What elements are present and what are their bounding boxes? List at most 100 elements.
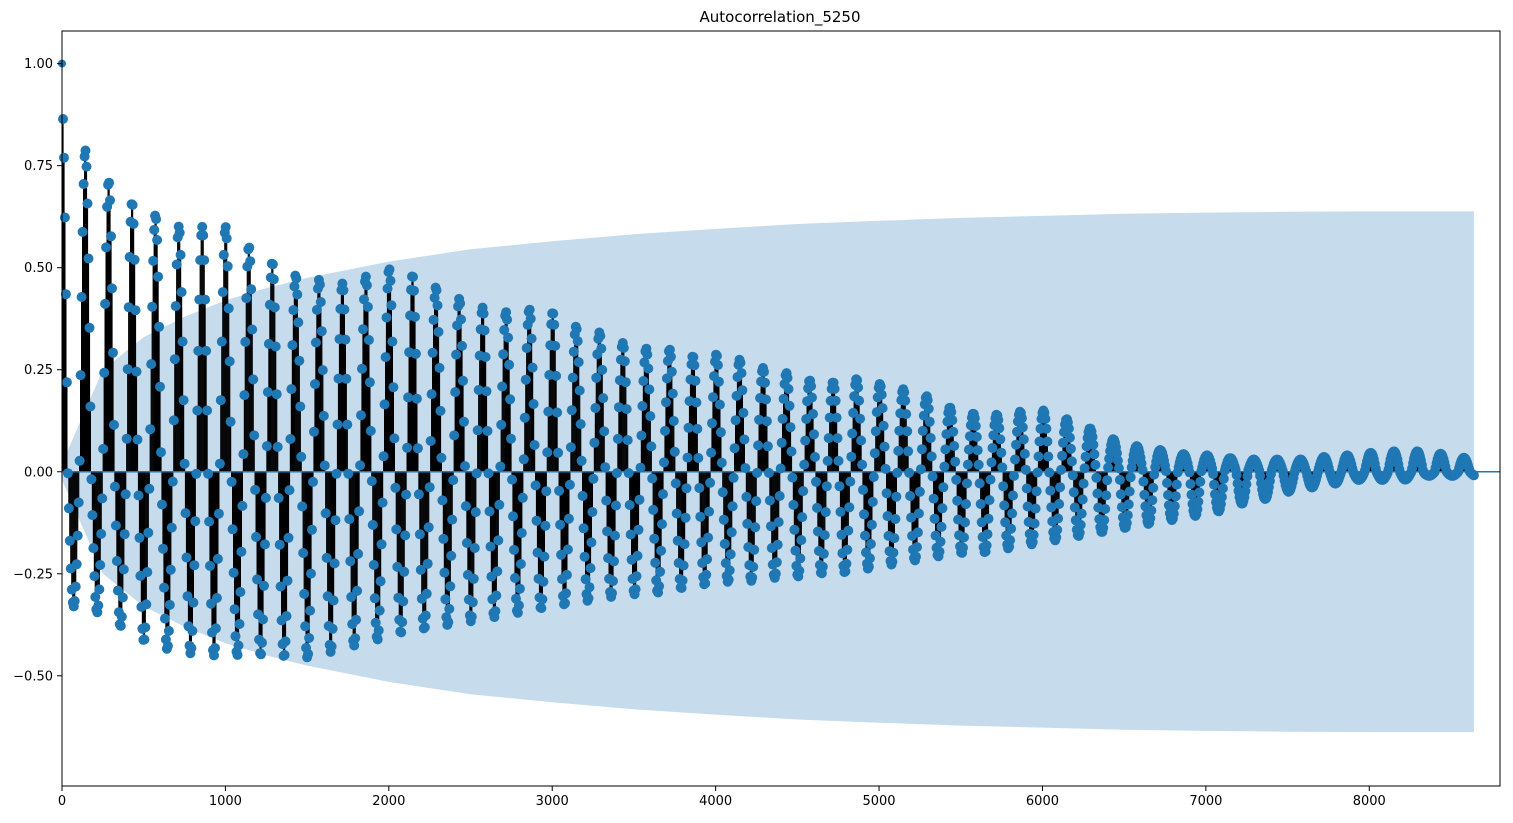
acf-point — [666, 366, 677, 377]
acf-point — [152, 235, 163, 245]
acf-point — [101, 242, 112, 253]
acf-point — [134, 532, 145, 543]
acf-point — [443, 617, 454, 628]
acf-point — [434, 362, 445, 373]
acf-point — [774, 491, 785, 501]
acf-point — [62, 468, 73, 479]
acf-point — [425, 436, 436, 446]
acf-point — [859, 509, 869, 520]
acf-point — [602, 526, 613, 537]
acf-point — [683, 422, 694, 433]
acf-point — [747, 572, 758, 583]
acf-point — [1122, 510, 1133, 521]
acf-point — [107, 283, 117, 294]
acf-point — [725, 549, 736, 560]
acf-point — [519, 412, 530, 423]
acf-point — [396, 627, 407, 638]
acf-point — [720, 558, 731, 569]
acf-point — [456, 314, 466, 325]
acf-point — [713, 376, 724, 387]
acf-point — [350, 633, 361, 644]
acf-point — [776, 437, 787, 448]
acf-point — [940, 444, 951, 455]
acf-point — [712, 360, 723, 371]
acf-point — [139, 634, 150, 645]
acf-point — [133, 490, 144, 501]
acf-point — [894, 425, 905, 436]
acf-point — [239, 390, 250, 401]
acf-point — [141, 599, 152, 610]
acf-point — [90, 592, 101, 602]
acf-point — [608, 576, 618, 586]
acf-point — [380, 352, 391, 363]
acf-point — [1064, 432, 1075, 443]
acf-point — [878, 420, 889, 431]
acf-point — [857, 459, 868, 470]
acf-point — [218, 249, 229, 260]
acf-point — [494, 499, 505, 510]
acf-point — [832, 433, 843, 444]
acf-point — [935, 536, 946, 547]
acf-point — [846, 451, 857, 462]
acf-point — [305, 605, 316, 616]
acf-point — [564, 479, 575, 490]
acf-point — [230, 631, 241, 642]
acf-point — [1186, 489, 1197, 500]
acf-point — [790, 545, 801, 556]
acf-point — [601, 495, 612, 506]
acf-point — [470, 507, 481, 518]
acf-point — [415, 564, 426, 575]
acf-point — [561, 588, 571, 599]
acf-point — [61, 377, 72, 388]
acf-point — [1169, 501, 1180, 512]
acf-point — [939, 461, 950, 472]
acf-point — [806, 381, 817, 392]
acf-point — [927, 471, 938, 482]
acf-point — [343, 468, 354, 479]
acf-point — [402, 442, 413, 453]
acf-point — [591, 372, 602, 383]
acf-point — [773, 517, 784, 528]
acf-point — [164, 599, 175, 610]
acf-point — [365, 425, 376, 436]
acf-point — [81, 161, 92, 172]
acf-point — [985, 474, 996, 485]
acf-point — [356, 410, 366, 421]
acf-point — [499, 325, 510, 335]
acf-point — [354, 506, 365, 517]
acf-point — [924, 416, 935, 427]
acf-point — [376, 539, 387, 550]
acf-point — [167, 476, 178, 487]
acf-point — [95, 560, 106, 570]
acf-point — [359, 294, 369, 305]
acf-point — [419, 622, 430, 633]
acf-point — [181, 552, 192, 563]
acf-point — [858, 484, 868, 495]
acf-point — [286, 384, 297, 395]
acf-point — [1018, 434, 1029, 445]
acf-point — [867, 496, 878, 507]
acf-point — [649, 533, 660, 544]
acf-point — [677, 575, 688, 586]
acf-point — [578, 523, 589, 534]
acf-point — [700, 578, 711, 589]
acf-point — [624, 500, 635, 510]
acf-point — [566, 405, 577, 416]
acf-point — [868, 472, 879, 482]
acf-point — [691, 397, 702, 408]
acf-point — [844, 502, 855, 513]
acf-point — [105, 195, 115, 206]
acf-point — [625, 529, 636, 540]
acf-point — [271, 389, 282, 400]
acf-point — [60, 289, 71, 300]
acf-point — [478, 308, 489, 319]
acf-point — [996, 447, 1007, 458]
acf-point — [689, 360, 700, 371]
acf-point — [192, 405, 203, 416]
acf-point — [77, 226, 88, 237]
acf-point — [561, 569, 572, 580]
acf-point — [520, 374, 531, 385]
acf-point — [316, 326, 327, 337]
acf-point — [510, 573, 520, 583]
acf-point — [609, 556, 619, 567]
